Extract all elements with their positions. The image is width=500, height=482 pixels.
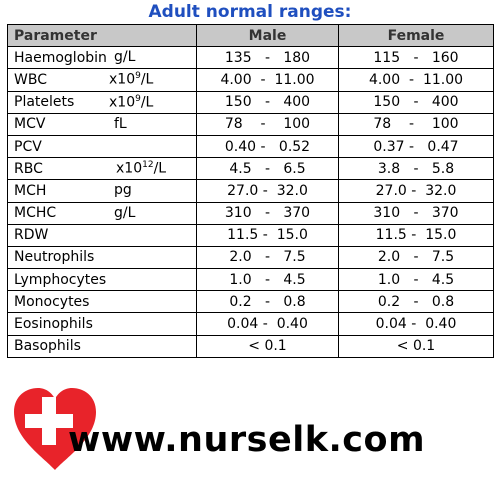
parameter-cell: Eosinophils — [7, 312, 197, 336]
parameter-name: Monocytes — [14, 293, 90, 310]
column-header: Male — [196, 23, 339, 48]
parameter-name: MCHC — [14, 205, 57, 222]
female-range: 3.8 - 5.8 — [338, 157, 494, 181]
table-row: RDW 11.5 - 15.0 11.5 - 15.0 — [7, 223, 494, 247]
parameter-name: MCH — [14, 182, 47, 199]
female-range: 1.0 - 4.5 — [338, 268, 494, 292]
parameter-name: Neutrophils — [14, 249, 95, 266]
parameter-cell: Basophils — [7, 334, 197, 358]
male-range: 11.5 - 15.0 — [196, 223, 339, 247]
table-row: Lymphocytes 1.0 - 4.5 1.0 - 4.5 — [7, 268, 494, 292]
unit-base: x10 — [116, 160, 143, 177]
unit-exponent: 9 — [135, 71, 141, 82]
parameter-cell: MCHC g/L — [7, 201, 197, 225]
unit: g/L — [114, 204, 136, 221]
parameter-cell: WBC x109/L — [7, 68, 197, 92]
parameter-name: WBC — [14, 71, 47, 88]
male-range: 4.00 - 11.00 — [196, 68, 339, 92]
male-range: < 0.1 — [196, 334, 339, 358]
unit-base: x10 — [109, 72, 136, 89]
table-row: MCV fL 78 - 100 78 - 100 — [7, 112, 494, 136]
unit-tail: /L — [153, 160, 167, 177]
parameter-name: Lymphocytes — [14, 271, 107, 288]
female-range: 78 - 100 — [338, 112, 494, 136]
unit-tail: /L — [140, 94, 154, 111]
male-range: 310 - 370 — [196, 201, 339, 225]
header-row: Parameter Male Female — [7, 23, 494, 48]
male-range: 2.0 - 7.5 — [196, 245, 339, 270]
table-row: Platelets x109/L 150 - 400 150 - 400 — [7, 90, 494, 114]
unit-exponent: 12 — [142, 160, 154, 171]
table-row: PCV 0.40 - 0.52 0.37 - 0.47 — [7, 134, 494, 159]
parameter-name: Eosinophils — [14, 316, 93, 333]
heart-logo — [14, 388, 96, 470]
female-range: 115 - 160 — [338, 46, 494, 70]
column-header: Parameter — [7, 23, 197, 48]
parameter-cell: Haemoglobin g/L — [7, 46, 197, 70]
parameter-cell: Platelets x109/L — [7, 90, 197, 114]
male-range: 4.5 - 6.5 — [196, 157, 339, 181]
female-range: 310 - 370 — [338, 201, 494, 225]
unit: pg — [114, 182, 132, 199]
male-range: 150 - 400 — [196, 90, 339, 114]
parameter-name: RDW — [14, 227, 49, 244]
female-range: 150 - 400 — [338, 90, 494, 114]
table-row: Eosinophils 0.04 - 0.40 0.04 - 0.40 — [7, 312, 494, 336]
table-row: Neutrophils 2.0 - 7.5 2.0 - 7.5 — [7, 245, 494, 270]
table-row: RBC x1012/L 4.5 - 6.5 3.8 - 5.8 — [7, 157, 494, 181]
parameter-cell: RBC x1012/L — [7, 157, 197, 181]
ranges-table: Parameter Male Female Haemoglobin g/L 135 … — [7, 23, 494, 358]
male-range: 135 - 180 — [196, 46, 339, 70]
parameter-cell: RDW — [7, 223, 197, 247]
title: Adult normal ranges: — [148, 2, 352, 22]
parameter-cell: Lymphocytes — [7, 268, 197, 292]
table-row: MCH pg 27.0 - 32.0 27.0 - 32.0 — [7, 179, 494, 203]
female-range: 11.5 - 15.0 — [338, 223, 494, 247]
parameter-cell: MCH pg — [7, 179, 197, 203]
male-range: 78 - 100 — [196, 112, 339, 136]
website: www.nurselk.com — [68, 420, 426, 460]
unit: x109/L — [109, 94, 153, 111]
female-range: < 0.1 — [338, 334, 494, 358]
female-range: 0.04 - 0.40 — [338, 312, 494, 336]
column-header: Female — [338, 23, 494, 48]
parameter-name: Platelets — [14, 94, 75, 111]
unit: g/L — [114, 49, 136, 66]
unit: x1012/L — [116, 160, 166, 177]
table-row: WBC x109/L 4.00 - 11.00 4.00 - 11.00 — [7, 68, 494, 92]
female-range: 4.00 - 11.00 — [338, 68, 494, 92]
male-range: 0.04 - 0.40 — [196, 312, 339, 336]
parameter-cell: Neutrophils — [7, 245, 197, 270]
female-range: 2.0 - 7.5 — [338, 245, 494, 270]
female-range: 0.37 - 0.47 — [338, 134, 494, 159]
table-body: Haemoglobin g/L 135 - 180 115 - 160 WBC x109/… — [7, 46, 494, 358]
unit-exponent: 9 — [135, 93, 141, 104]
table-row: MCHC g/L 310 - 370 310 - 370 — [7, 201, 494, 225]
female-range: 0.2 - 0.8 — [338, 290, 494, 314]
unit-tail: /L — [140, 72, 154, 89]
unit: fL — [114, 115, 127, 132]
parameter-cell: MCV fL — [7, 112, 197, 136]
unit-base: x10 — [109, 94, 136, 111]
parameter-name: RBC — [14, 160, 43, 177]
parameter-name: MCV — [14, 116, 46, 133]
female-range: 27.0 - 32.0 — [338, 179, 494, 203]
table-row: Basophils < 0.1 < 0.1 — [7, 334, 494, 358]
male-range: 0.2 - 0.8 — [196, 290, 339, 314]
parameter-name: Haemoglobin — [14, 49, 107, 66]
parameter-name: Basophils — [14, 338, 81, 355]
male-range: 27.0 - 32.0 — [196, 179, 339, 203]
parameter-cell: PCV — [7, 134, 197, 159]
parameter-cell: Monocytes — [7, 290, 197, 314]
male-range: 1.0 - 4.5 — [196, 268, 339, 292]
table-row: Haemoglobin g/L 135 - 180 115 - 160 — [7, 46, 494, 70]
parameter-name: PCV — [14, 138, 42, 155]
table-row: Monocytes 0.2 - 0.8 0.2 - 0.8 — [7, 290, 494, 314]
unit: x109/L — [109, 71, 153, 88]
male-range: 0.40 - 0.52 — [196, 134, 339, 159]
